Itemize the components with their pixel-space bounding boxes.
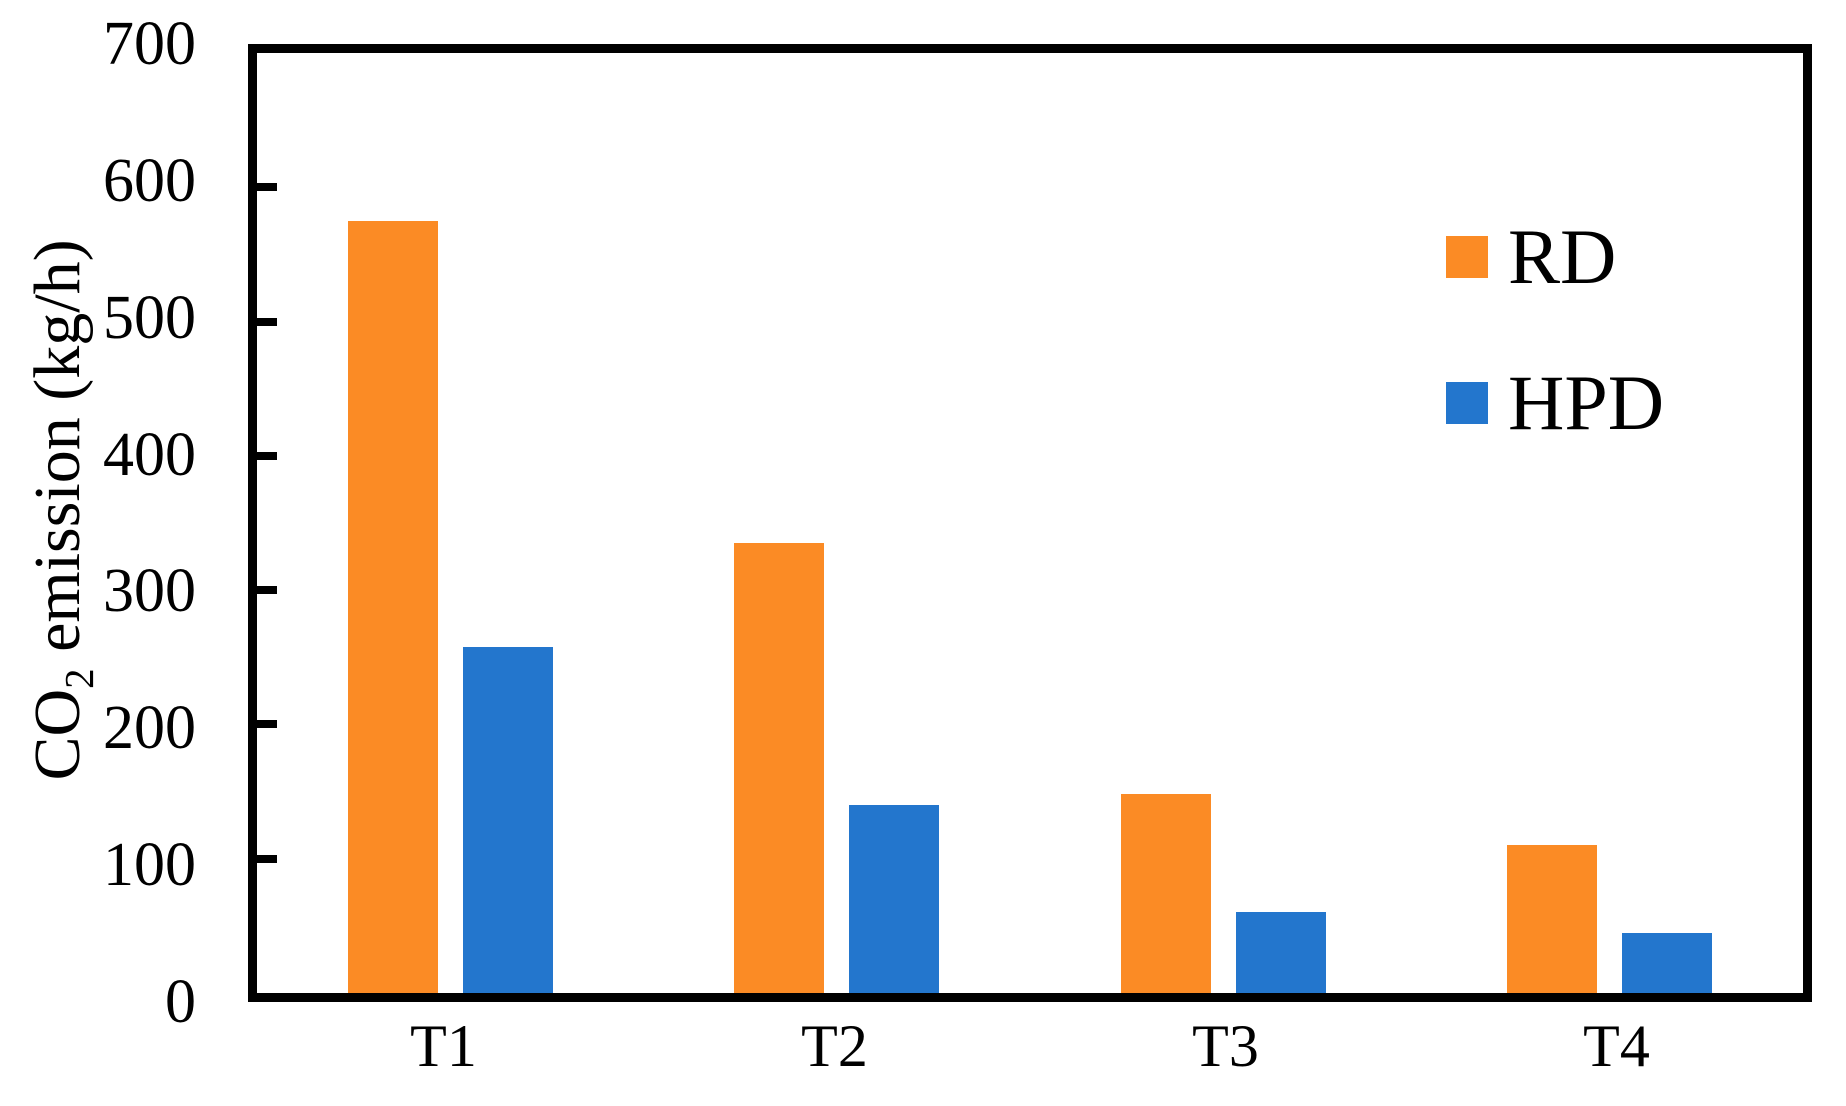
legend-row-RD: RD — [1446, 216, 1664, 298]
plot-area: RD HPD — [248, 44, 1812, 1002]
bar-group-T4 — [1507, 53, 1713, 993]
y-tick-label-500: 500 — [103, 283, 196, 352]
y-tick-mark-400 — [257, 451, 277, 460]
bar-group-T3 — [1120, 53, 1326, 993]
x-tick-label-T3: T3 — [1192, 1013, 1259, 1079]
bar-HPD-T3 — [1235, 912, 1326, 993]
x-tick-label-T2: T2 — [801, 1013, 868, 1079]
x-axis-tick-labels: T1 T2 T3 T4 — [248, 1016, 1812, 1076]
y-tick-label-400: 400 — [103, 420, 196, 489]
y-tick-label-0: 0 — [165, 968, 196, 1036]
legend-label-HPD: HPD — [1508, 359, 1665, 446]
y-tick-mark-100 — [257, 854, 277, 863]
bar-RD-T3 — [1120, 794, 1211, 993]
legend-swatch-RD — [1446, 236, 1488, 278]
y-tick-label-300: 300 — [103, 557, 196, 626]
y-tick-label-700: 700 — [103, 10, 196, 78]
y-tick-label-600: 600 — [103, 146, 196, 215]
y-axis-tick-labels: 0 100 200 300 400 500 600 700 — [0, 13, 196, 1033]
legend-swatch-HPD — [1446, 382, 1488, 424]
bar-RD-T2 — [734, 543, 825, 993]
y-tick-mark-300 — [257, 586, 277, 595]
bars-row — [257, 53, 1803, 993]
legend-row-HPD: HPD — [1446, 362, 1664, 444]
legend-label-RD: RD — [1508, 213, 1617, 300]
x-tick-label-T4: T4 — [1583, 1013, 1650, 1079]
y-tick-label-200: 200 — [103, 694, 196, 763]
bar-group-T2 — [734, 53, 940, 993]
bar-group-T1 — [347, 53, 553, 993]
x-tick-label-T1: T1 — [410, 1013, 477, 1079]
bar-HPD-T1 — [462, 646, 553, 993]
bar-RD-T1 — [347, 220, 438, 993]
legend: RD HPD — [1446, 216, 1664, 444]
y-tick-mark-500 — [257, 317, 277, 326]
y-tick-mark-200 — [257, 720, 277, 729]
y-tick-mark-600 — [257, 183, 277, 192]
bar-HPD-T4 — [1622, 932, 1713, 993]
bar-HPD-T2 — [849, 805, 940, 993]
y-tick-label-100: 100 — [103, 831, 196, 900]
bar-RD-T4 — [1507, 845, 1598, 993]
